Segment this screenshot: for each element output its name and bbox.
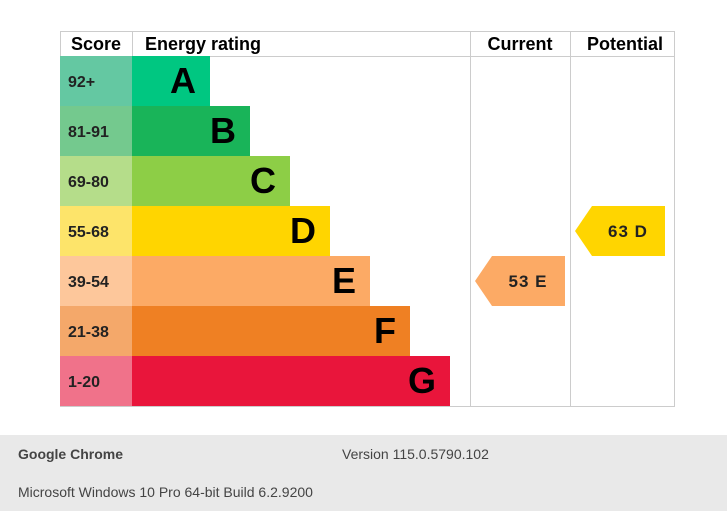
score-header: Score bbox=[71, 34, 121, 54]
rating-letter-d: D bbox=[290, 210, 316, 251]
os-info: Microsoft Windows 10 Pro 64-bit Build 6.… bbox=[18, 484, 313, 500]
rating-bar-b bbox=[132, 106, 250, 156]
rating-bar-f bbox=[132, 306, 410, 356]
browser-info-footer: Google Chrome Version 115.0.5790.102 Mic… bbox=[0, 435, 727, 511]
score-label-d: 55-68 bbox=[68, 224, 109, 241]
score-label-a: 92+ bbox=[68, 74, 95, 91]
score-cell-g bbox=[60, 356, 132, 406]
rating-bar-c bbox=[132, 156, 290, 206]
potential-header: Potential bbox=[587, 34, 663, 54]
energy-rating-header: Energy rating bbox=[145, 34, 261, 54]
current-rating-label: 53 E bbox=[509, 272, 548, 291]
rating-bar-d bbox=[132, 206, 330, 256]
score-label-b: 81-91 bbox=[68, 124, 109, 141]
rating-letter-f: F bbox=[374, 310, 396, 351]
potential-arrow bbox=[575, 206, 665, 256]
score-label-e: 39-54 bbox=[68, 274, 109, 291]
energy-rating-svg: Score Energy rating Current Potential 92… bbox=[60, 31, 675, 407]
rating-letter-e: E bbox=[332, 260, 356, 301]
score-label-f: 21-38 bbox=[68, 324, 109, 341]
current-arrow bbox=[475, 256, 565, 306]
energy-rating-chart: Score Energy rating Current Potential 92… bbox=[60, 31, 675, 407]
score-label-g: 1-20 bbox=[68, 374, 100, 391]
rating-bar-a bbox=[132, 56, 210, 106]
score-cell-b bbox=[60, 106, 132, 156]
score-label-c: 69-80 bbox=[68, 174, 109, 191]
rating-bar-e bbox=[132, 256, 370, 306]
browser-name: Google Chrome bbox=[18, 446, 124, 462]
potential-rating-label: 63 D bbox=[608, 222, 648, 241]
score-cell-a bbox=[60, 56, 132, 106]
rating-letter-g: G bbox=[408, 360, 436, 401]
rating-letter-b: B bbox=[210, 110, 236, 151]
score-cell-d bbox=[60, 206, 132, 256]
current-header: Current bbox=[487, 34, 552, 54]
score-cell-e bbox=[60, 256, 132, 306]
rating-letter-c: C bbox=[250, 160, 276, 201]
rating-bar-g bbox=[132, 356, 450, 406]
rating-letter-a: A bbox=[170, 60, 196, 101]
browser-version: Version 115.0.5790.102 bbox=[342, 446, 489, 462]
score-cell-f bbox=[60, 306, 132, 356]
score-cell-c bbox=[60, 156, 132, 206]
